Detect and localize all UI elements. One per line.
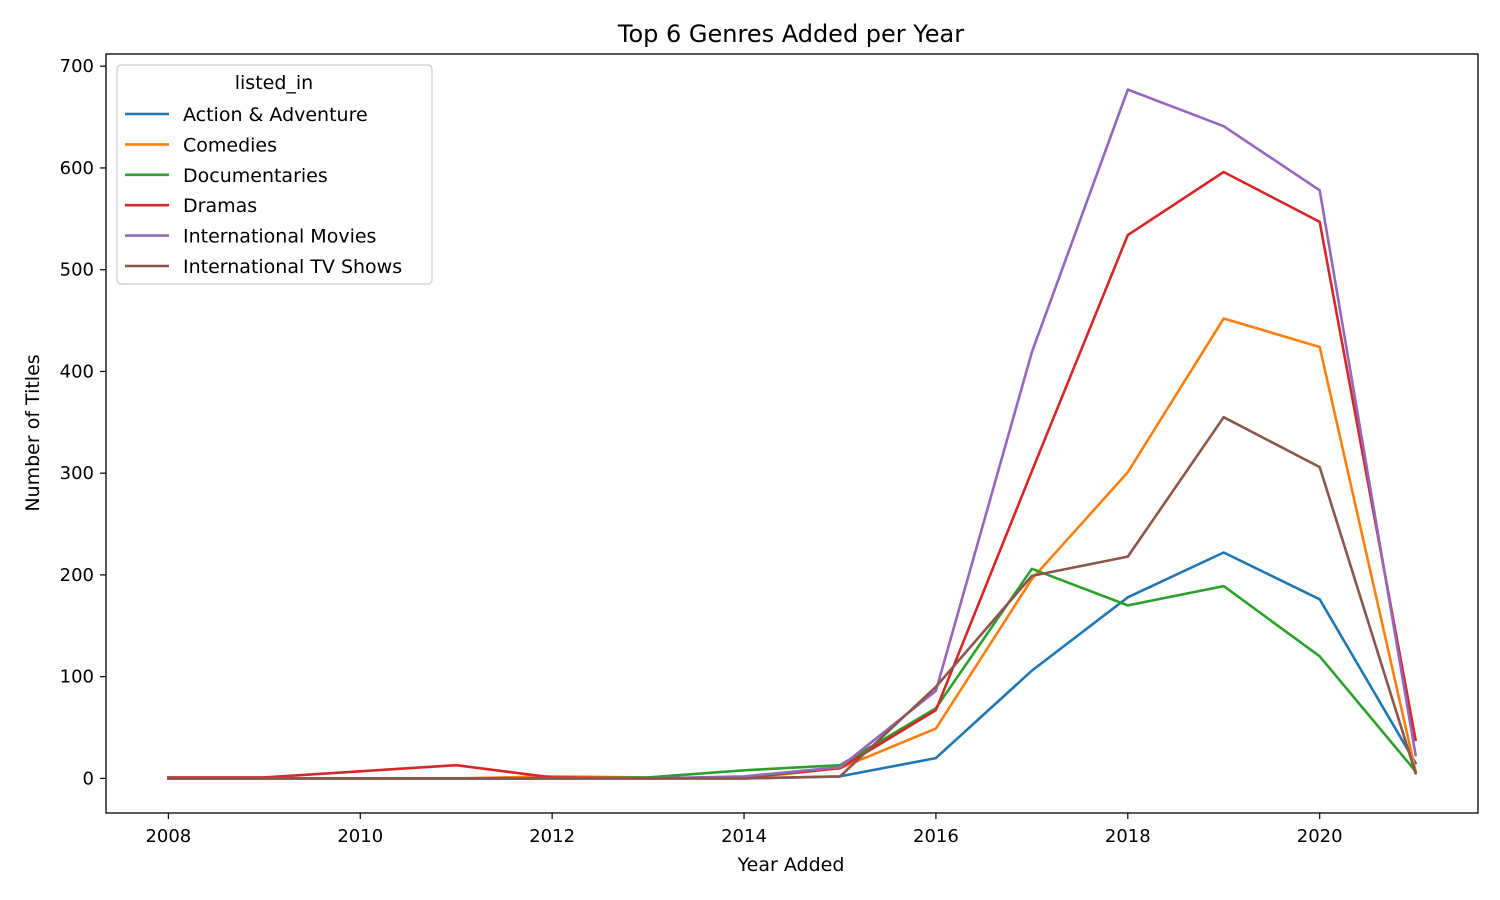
legend: listed_in Action & Adventure Comedies Docu…: [116, 64, 433, 285]
x-tick-label: 2018: [1105, 826, 1151, 847]
y-tick-label: 600: [60, 158, 94, 179]
legend-label: Action & Adventure: [183, 104, 368, 126]
x-tick-label: 2016: [913, 826, 959, 847]
legend-label: Dramas: [183, 195, 257, 217]
y-tick-label: 400: [60, 361, 94, 382]
x-axis-label: Year Added: [737, 854, 845, 876]
y-tick-label: 500: [60, 260, 94, 281]
series-line-0: [167, 551, 1418, 780]
legend-label: Documentaries: [183, 165, 328, 187]
plot-frame: [105, 53, 1479, 814]
y-tick-label: 200: [60, 565, 94, 586]
y-tick-label: 100: [60, 667, 94, 688]
x-tick-label: 2010: [337, 826, 383, 847]
x-tick-label: 2020: [1297, 826, 1343, 847]
y-tick-label: 0: [83, 768, 94, 789]
legend-label: International TV Shows: [183, 256, 402, 278]
x-axis: 2008 2010 2012 2014 2016 2018 2020: [145, 813, 1343, 847]
x-tick-label: 2008: [145, 826, 191, 847]
legend-title: listed_in: [235, 72, 313, 94]
y-axis: 0 100 200 300 400 500 600 700: [60, 56, 106, 789]
y-tick-label: 300: [60, 463, 94, 484]
y-tick-label: 700: [60, 56, 94, 77]
chart-title: Top 6 Genres Added per Year: [617, 20, 964, 48]
series-line-5: [167, 415, 1418, 780]
y-axis-label: Number of Titles: [22, 354, 44, 511]
legend-box: [116, 64, 433, 285]
plot-area: [167, 88, 1418, 780]
series-line-2: [167, 567, 1418, 780]
x-tick-label: 2014: [721, 826, 767, 847]
legend-label: International Movies: [183, 226, 376, 248]
series-line-1: [167, 317, 1418, 780]
x-tick-label: 2012: [529, 826, 575, 847]
legend-label: Comedies: [183, 134, 277, 156]
